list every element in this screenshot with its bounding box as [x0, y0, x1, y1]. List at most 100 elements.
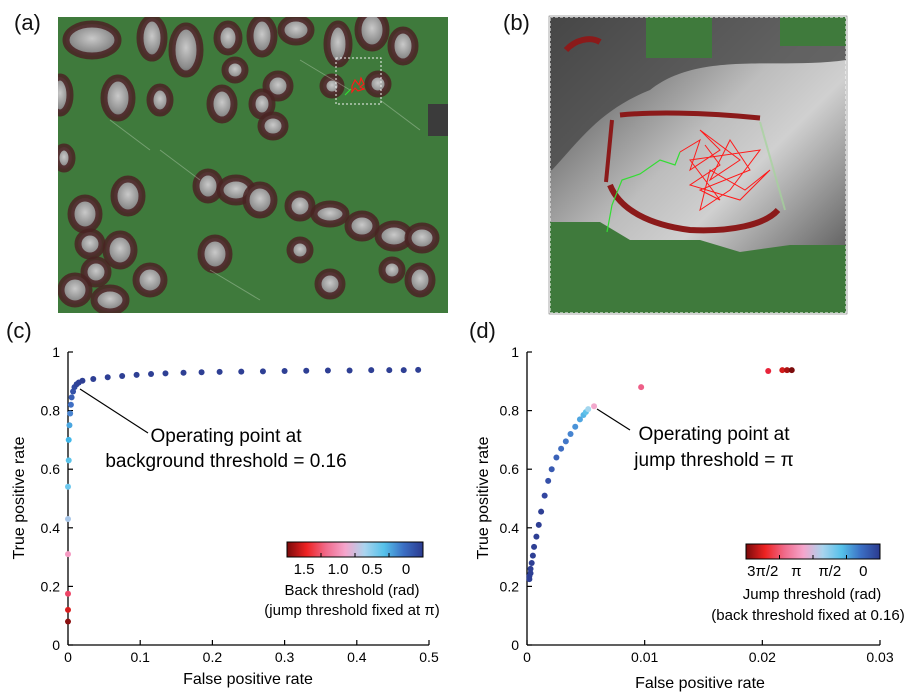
y-tick-label: 0.6	[41, 461, 61, 477]
data-point	[548, 466, 555, 473]
data-point	[784, 367, 791, 374]
data-point	[553, 454, 560, 461]
data-point	[576, 416, 583, 423]
microscopy-image-a	[58, 17, 448, 313]
y-tick-label: 0.2	[500, 578, 520, 594]
data-point	[585, 406, 592, 413]
panel-label-a: (a)	[14, 10, 41, 35]
annotation-line1-c: Operating point at	[150, 426, 302, 447]
data-point	[538, 508, 545, 515]
colorbar-tick-label: 1.5	[294, 561, 315, 578]
data-point	[765, 368, 772, 375]
colorbar-tick-label: 0	[859, 563, 867, 580]
colorbar-note-c: (jump threshold fixed at π)	[264, 602, 439, 619]
x-axis-label-c: False positive rate	[183, 671, 313, 688]
y-axis-label-c: True positive rate	[11, 436, 28, 559]
data-point	[368, 367, 375, 374]
data-point	[400, 367, 407, 374]
data-point	[148, 370, 155, 377]
data-point	[68, 394, 75, 401]
data-point	[567, 431, 574, 438]
data-point	[324, 367, 331, 374]
data-point	[541, 492, 548, 499]
data-point	[65, 590, 71, 597]
y-tick-label: 0.6	[500, 461, 520, 477]
data-point	[65, 606, 71, 613]
data-point	[545, 477, 552, 484]
data-point	[386, 367, 393, 374]
x-tick-label: 0.03	[866, 649, 893, 665]
y-tick-label: 0	[52, 637, 60, 653]
panel-label-b: (b)	[503, 10, 530, 35]
y-axis-label-d: True positive rate	[475, 436, 492, 559]
y-tick-label: 0.4	[500, 520, 520, 536]
data-point	[788, 367, 795, 374]
data-point	[259, 368, 266, 375]
data-point	[281, 368, 288, 375]
colorbar-tick-label: 0.5	[362, 561, 383, 578]
data-point	[533, 533, 540, 540]
x-tick-label: 0.5	[419, 649, 439, 665]
y-tick-label: 0.8	[500, 403, 520, 419]
x-tick-label: 0.4	[347, 649, 367, 665]
data-point	[65, 551, 71, 558]
data-point	[104, 374, 111, 381]
data-point	[65, 618, 71, 625]
annotation-line2-d: jump threshold = π	[633, 450, 793, 471]
data-point	[79, 377, 86, 384]
data-point	[65, 436, 72, 443]
annotation-line2-c: background threshold = 0.16	[105, 451, 346, 472]
data-point	[133, 371, 140, 378]
data-point	[67, 401, 74, 408]
y-tick-label: 0.8	[41, 403, 61, 419]
data-point	[346, 367, 353, 374]
x-tick-label: 0.3	[275, 649, 295, 665]
y-tick-label: 1	[511, 344, 519, 360]
data-point	[535, 521, 542, 528]
colorbar-tick-label: π/2	[818, 563, 841, 580]
annotation-line1-d: Operating point at	[638, 424, 790, 445]
data-point	[779, 367, 786, 374]
data-point	[562, 438, 569, 445]
x-tick-label: 0.01	[631, 649, 658, 665]
roc-chart-c: 0 0.1 0.2 0.3 0.4 0.5 0 0.2 0.4 0.6 0.8 1 False po…	[11, 344, 440, 688]
data-point	[415, 366, 422, 373]
data-point	[90, 375, 97, 382]
data-point	[528, 559, 535, 566]
y-tick-label: 0.2	[41, 578, 61, 594]
x-tick-label: 0	[523, 649, 531, 665]
annotation-leader-c	[79, 388, 149, 434]
zoom-image-b	[548, 15, 848, 315]
colorbar-note-d: (back threshold fixed at 0.16)	[711, 607, 904, 624]
data-point	[529, 552, 536, 559]
data-point	[162, 370, 169, 377]
annotation-leader-d	[596, 408, 631, 431]
data-point	[558, 445, 565, 452]
x-tick-label: 0	[64, 649, 72, 665]
colorbar-label-d: Jump threshold (rad)	[743, 586, 881, 603]
colorbar-tick-label: 3π/2	[747, 563, 778, 580]
panel-label-d: (d)	[469, 318, 496, 343]
colorbar-tick-label: 1.0	[328, 561, 349, 578]
x-tick-label: 0.1	[130, 649, 150, 665]
x-axis-label-d: False positive rate	[635, 675, 765, 692]
panel-label-c: (c)	[6, 318, 32, 343]
x-tick-label: 0.02	[749, 649, 776, 665]
data-point	[66, 422, 73, 429]
data-point	[67, 410, 74, 417]
data-point	[119, 373, 126, 380]
data-point	[238, 368, 245, 375]
data-point	[180, 369, 187, 376]
data-point	[527, 565, 534, 572]
colorbar-tick-label: 0	[402, 561, 410, 578]
data-point	[303, 367, 310, 374]
x-tick-label: 0.2	[203, 649, 223, 665]
data-point	[65, 483, 71, 490]
y-tick-label: 0.4	[41, 520, 61, 536]
data-point	[65, 457, 72, 464]
colorbar-label-c: Back threshold (rad)	[284, 582, 419, 599]
data-point	[198, 369, 205, 376]
data-point	[65, 516, 71, 523]
data-point	[572, 423, 579, 430]
